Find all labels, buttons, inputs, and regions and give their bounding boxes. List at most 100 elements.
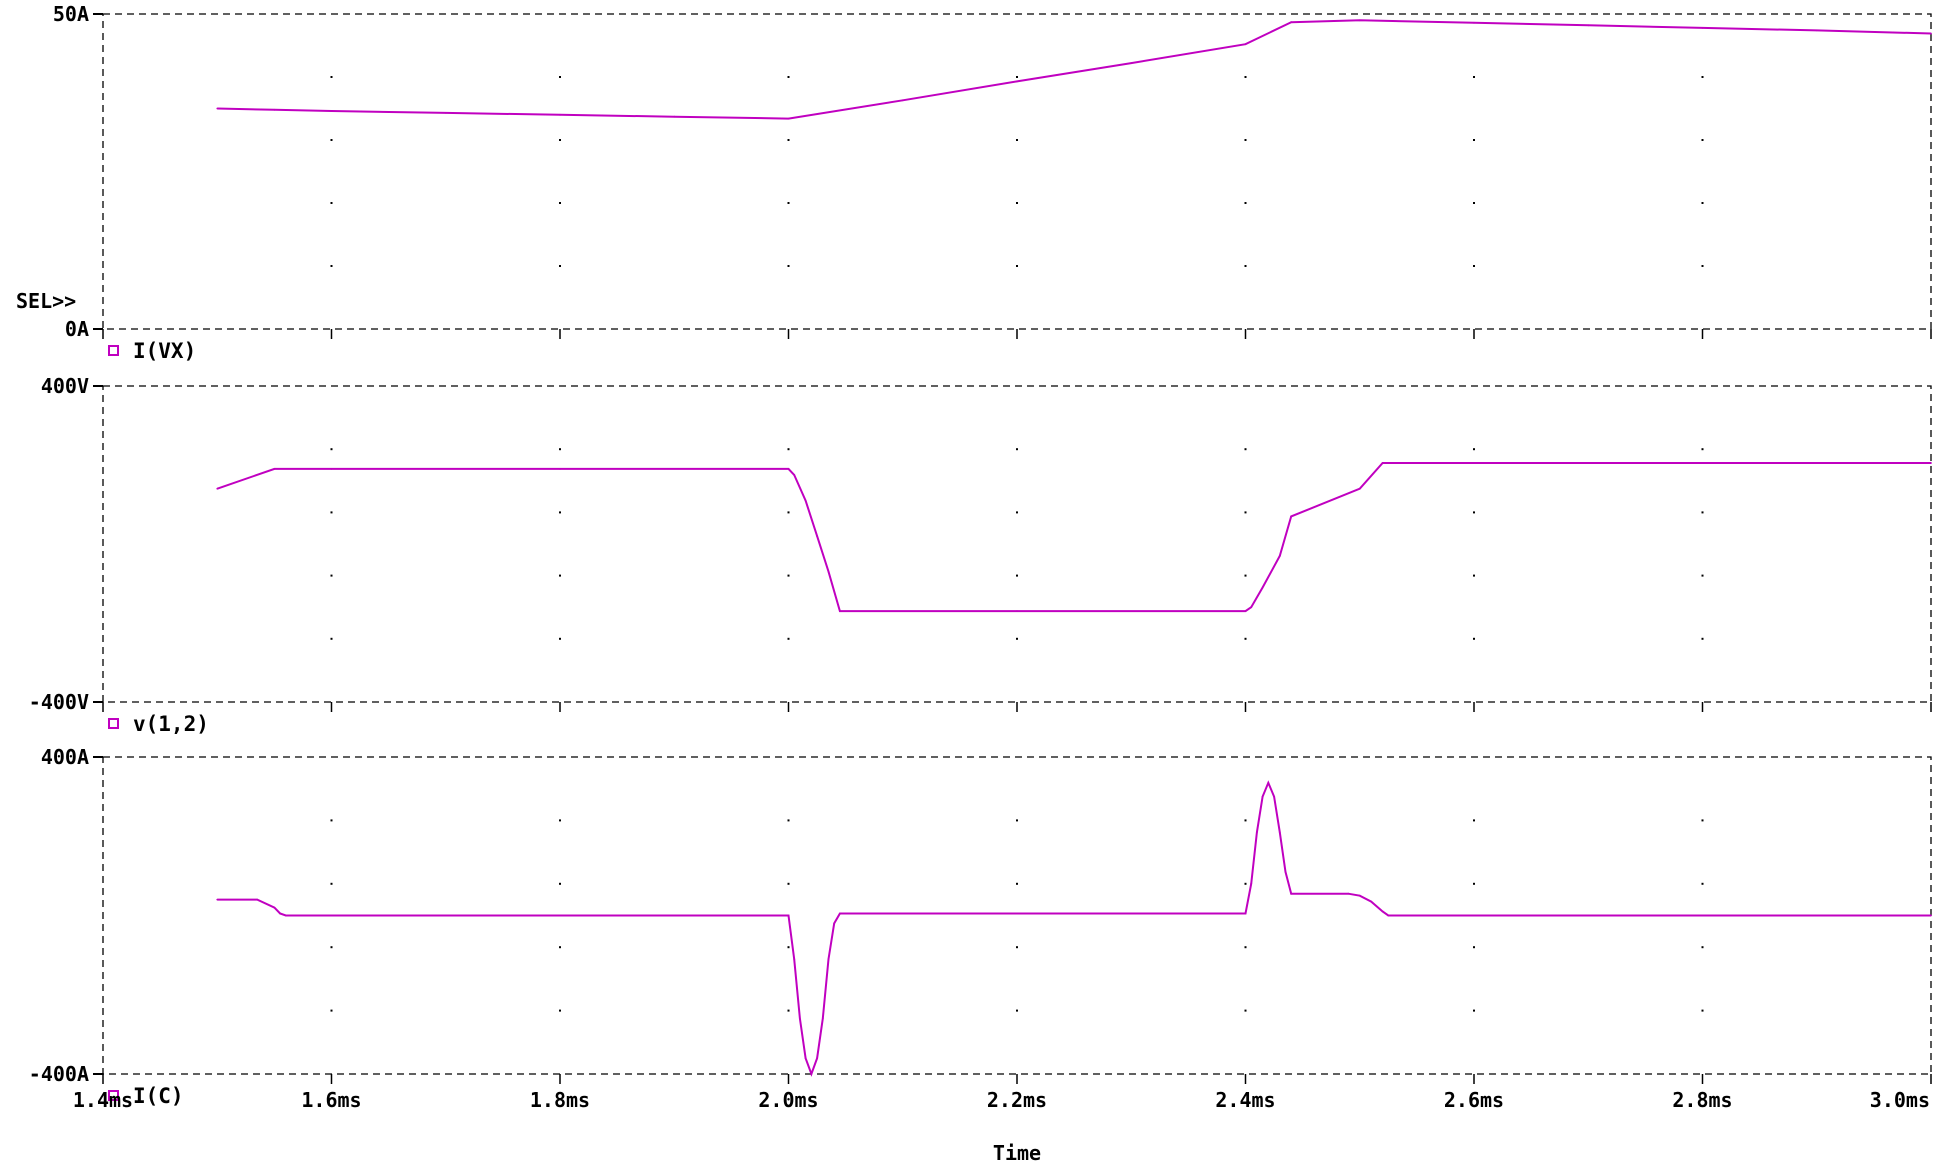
plot-frame: [102, 385, 1932, 703]
x-tick-label: 3.0ms: [1870, 1088, 1930, 1112]
grid-dot: [330, 882, 333, 885]
plot-panel-3: 400A -400A I(C): [29, 745, 1932, 1108]
grid-dot: [1244, 265, 1247, 267]
grid-dot: [1473, 265, 1475, 267]
data-point: [330, 468, 333, 470]
data-point: [1381, 462, 1384, 464]
grid-dot: [1244, 819, 1247, 822]
grid-dot: [559, 511, 561, 514]
data-point: [1016, 80, 1018, 83]
grid-dot: [330, 76, 333, 78]
data-point: [799, 1017, 801, 1020]
grid-dot: [559, 202, 561, 204]
data-point: [827, 570, 830, 573]
data-point: [273, 468, 276, 470]
grid-dot: [330, 1009, 333, 1012]
data-point: [1244, 610, 1247, 612]
grid-dot: [1701, 637, 1704, 640]
data-point: [1815, 29, 1818, 32]
y-tick-label-bottom: 0A: [65, 317, 89, 341]
grid-dot: [1473, 882, 1475, 885]
grid-dot: [1244, 139, 1247, 141]
data-point: [839, 912, 841, 915]
grid-dot: [787, 637, 790, 640]
grid-dot: [559, 946, 561, 949]
sel-marker: SEL>>: [16, 289, 76, 313]
trace-i-vx: [217, 19, 1932, 120]
grid-dot: [330, 819, 333, 822]
grid-dot: [1016, 265, 1018, 267]
grid-dot: [1244, 882, 1247, 885]
grid-dot: [787, 946, 790, 949]
data-point: [284, 914, 287, 917]
data-point: [1930, 32, 1932, 35]
data-point: [1347, 892, 1350, 895]
data-point: [256, 898, 259, 901]
grid-dot: [559, 882, 561, 885]
grid-dot: [1701, 882, 1704, 885]
data-point: [559, 468, 561, 470]
data-point: [833, 922, 836, 925]
plot-panel-2: 400V -400V v(1,2): [29, 374, 1932, 736]
grid-dot: [559, 1009, 561, 1012]
data-point: [216, 107, 219, 110]
grid-dot: [1473, 76, 1475, 78]
grid-dot: [1244, 76, 1247, 78]
data-point: [901, 99, 904, 102]
data-point: [1701, 914, 1704, 917]
data-point: [1358, 19, 1361, 22]
data-point: [804, 499, 807, 502]
legend-label: v(1,2): [133, 712, 209, 736]
data-point: [216, 898, 219, 901]
data-point: [1701, 462, 1704, 464]
grid-dot: [1244, 574, 1247, 577]
grid-dot: [787, 265, 790, 267]
data-point: [816, 1057, 818, 1060]
grid-dot: [559, 76, 561, 78]
data-point: [1290, 515, 1293, 518]
grid-dot: [1244, 946, 1247, 949]
data-point: [1250, 882, 1253, 885]
data-point: [1701, 27, 1704, 29]
grid-dot: [787, 511, 790, 514]
grid-dot: [1701, 574, 1704, 577]
data-point: [1278, 555, 1281, 557]
grid-dot: [1473, 448, 1475, 451]
data-point: [787, 914, 790, 917]
grid-dot: [1473, 637, 1475, 640]
grid-dot: [330, 139, 333, 141]
x-axis-label: Time: [993, 1141, 1041, 1163]
data-point: [1930, 462, 1932, 464]
trace-i-c: [217, 780, 1931, 1077]
data-point: [1244, 43, 1247, 46]
data-point: [273, 906, 276, 909]
data-point: [559, 914, 561, 917]
grid-dot: [787, 1009, 790, 1012]
x-tick-label: 2.0ms: [758, 1088, 818, 1112]
x-tick-label: 2.4ms: [1215, 1088, 1275, 1112]
data-point: [444, 112, 447, 114]
data-point: [1261, 586, 1264, 589]
grid-dot: [1473, 139, 1475, 141]
plot-frame: [102, 13, 1932, 330]
data-point: [1290, 892, 1293, 895]
grid-dot: [330, 202, 333, 204]
grid-dot: [1473, 819, 1475, 822]
plot-panel-1: 50A 0A I(VX): [53, 2, 1932, 363]
data-point: [1256, 831, 1258, 834]
grid-dot: [1244, 511, 1247, 514]
data-point: [279, 912, 281, 915]
grid-dot: [330, 265, 333, 267]
data-point: [1473, 21, 1475, 24]
grid-dot: [1701, 202, 1704, 204]
grid-dot: [559, 574, 561, 577]
grid-dot: [559, 265, 561, 267]
grid-dot: [330, 448, 333, 451]
data-point: [1261, 795, 1264, 798]
data-point: [1250, 606, 1253, 609]
data-point: [793, 474, 796, 476]
y-tick-label-top: 50A: [53, 2, 89, 26]
grid-dot: [1473, 511, 1475, 514]
data-point: [330, 110, 333, 112]
grid-dot: [787, 882, 790, 885]
